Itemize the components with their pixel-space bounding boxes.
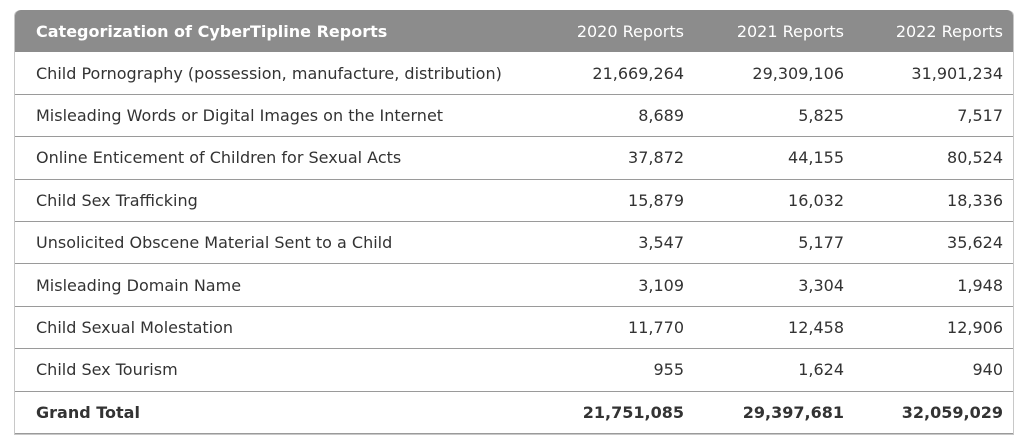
table-row: Child Pornography (possession, manufactu… (15, 52, 1013, 95)
cell-value: 18,336 (947, 190, 1003, 210)
cell-value: 8,689 (638, 105, 684, 125)
cell-value: 955 (653, 360, 684, 380)
cell-value: 37,872 (628, 148, 684, 168)
row-label: Misleading Domain Name (36, 275, 242, 295)
table-row: Child Sexual Molestation 11,770 12,458 12,9… (15, 307, 1013, 350)
total-row: Grand Total 21,751,085 29,397,681 32,059,02… (15, 392, 1013, 434)
cell-value: 5,177 (798, 233, 844, 253)
cell-value: 1,624 (798, 360, 844, 380)
cell-value: 5,825 (798, 105, 844, 125)
cell-value: 16,032 (788, 190, 844, 210)
row-label: Categorization of CyberTipline Reports (36, 21, 388, 41)
table-row: Misleading Domain Name 3,109 3,304 1,948 (15, 264, 1013, 307)
table-row: Online Enticement of Children for Sexual… (15, 137, 1013, 180)
cell-value: 80,524 (947, 148, 1003, 168)
cell-value: 21,751,085 (582, 402, 684, 422)
cell-value: 12,458 (788, 317, 844, 337)
cell-value: 940 (972, 360, 1003, 380)
cell-value: 3,109 (638, 275, 684, 295)
cell-value: 3,547 (638, 233, 684, 253)
table-row: Unsolicited Obscene Material Sent to a C… (15, 222, 1013, 265)
cell-value: 11,770 (628, 317, 684, 337)
cell-value: 12,906 (947, 317, 1003, 337)
cell-value: 32,059,029 (901, 402, 1003, 422)
cell-value: 2022 Reports (895, 21, 1003, 41)
cell-value: 7,517 (957, 105, 1003, 125)
row-label: Unsolicited Obscene Material Sent to a C… (36, 233, 393, 253)
cell-value: 29,397,681 (742, 402, 844, 422)
reports-table: Categorization of CyberTipline Reports 20… (14, 10, 1014, 435)
row-label: Child Sex Tourism (36, 360, 178, 380)
row-label: Child Pornography (possession, manufactu… (36, 63, 502, 83)
row-label: Online Enticement of Children for Sexual… (36, 148, 402, 168)
header-row: Categorization of CyberTipline Reports 20… (15, 10, 1013, 53)
table-row: Misleading Words or Digital Images on th… (15, 95, 1013, 138)
cell-value: 29,309,106 (752, 63, 844, 83)
cell-value: 2020 Reports (576, 21, 684, 41)
table-row: Child Sex Tourism 955 1,624 940 (15, 349, 1013, 392)
row-label: Grand Total (36, 402, 140, 422)
cell-value: 2021 Reports (736, 21, 844, 41)
table-row: Child Sex Trafficking 15,879 16,032 18,336 (15, 180, 1013, 222)
cell-value: 15,879 (628, 190, 684, 210)
cell-value: 35,624 (947, 233, 1003, 253)
row-label: Misleading Words or Digital Images on th… (36, 105, 444, 125)
cell-value: 21,669,264 (592, 63, 684, 83)
cell-value: 31,901,234 (911, 63, 1003, 83)
cell-value: 1,948 (957, 275, 1003, 295)
cell-value: 3,304 (798, 275, 844, 295)
row-label: Child Sex Trafficking (36, 190, 198, 210)
cell-value: 44,155 (788, 148, 844, 168)
row-label: Child Sexual Molestation (36, 317, 234, 337)
